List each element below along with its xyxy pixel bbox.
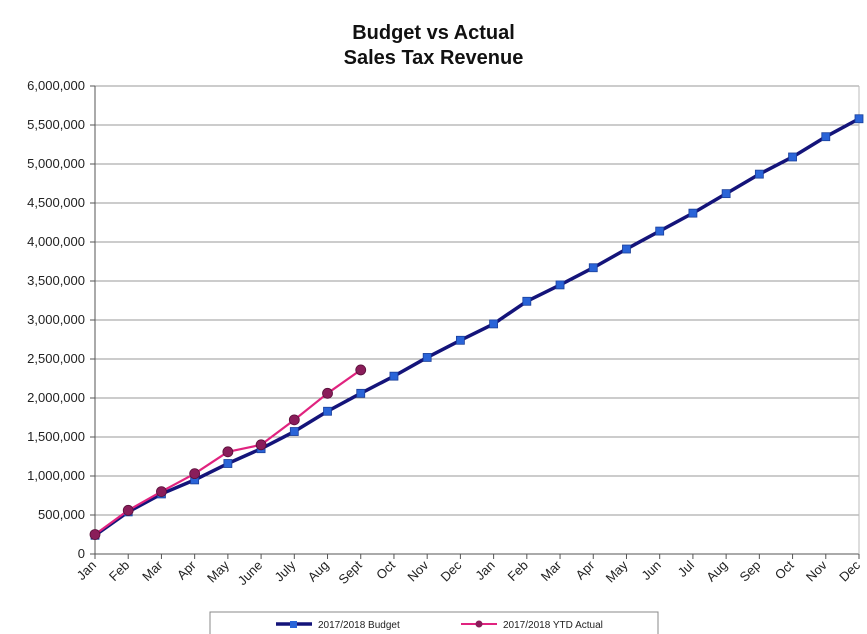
series-layer — [89, 114, 864, 540]
x-tick-label: July — [271, 557, 298, 584]
budget-point — [754, 169, 764, 179]
budget-point — [655, 226, 665, 236]
budget-point — [588, 263, 598, 273]
x-tick-label: Dec — [836, 557, 863, 584]
budget-point — [622, 244, 631, 254]
actual-point — [89, 529, 101, 540]
x-tick-label: Jan — [472, 558, 497, 583]
budget-point — [555, 280, 565, 290]
legend-label: 2017/2018 Budget — [318, 620, 400, 631]
x-tick-label: Apr — [174, 557, 199, 582]
budget-point — [522, 296, 532, 306]
x-tick-label: Nov — [803, 557, 830, 584]
y-tick-label: 4,000,000 — [27, 234, 85, 249]
legend: 2017/2018 Budget 2017/2018 YTD Actual — [209, 611, 659, 634]
x-tick-label: Oct — [373, 557, 398, 582]
legend-label: 2017/2018 YTD Actual — [503, 620, 603, 631]
y-tick-label: 0 — [78, 546, 85, 561]
legend-box — [209, 611, 659, 634]
y-tick-label: 6,000,000 — [27, 78, 85, 93]
budget-point — [489, 319, 499, 329]
budget-point — [788, 152, 797, 162]
y-tick-label: 5,000,000 — [27, 156, 85, 171]
actual-point — [255, 439, 267, 451]
legend-swatch-marker — [475, 620, 483, 628]
actual-point — [189, 468, 201, 480]
y-tick-label: 1,500,000 — [27, 429, 85, 444]
budget-point — [323, 406, 332, 416]
x-tick-label: Apr — [572, 557, 597, 582]
x-tick-label: Mar — [538, 557, 565, 584]
y-tick-label: 2,000,000 — [27, 390, 85, 405]
actual-point — [322, 387, 333, 399]
x-tick-label: Feb — [106, 558, 132, 584]
x-tick-label: May — [204, 557, 232, 585]
x-tick-label: Nov — [404, 557, 431, 584]
y-tick-label: 4,500,000 — [27, 195, 85, 210]
y-tick-label: 5,500,000 — [27, 117, 85, 132]
y-tick-label: 3,000,000 — [27, 312, 85, 327]
budget-point — [821, 132, 831, 142]
y-tick-label: 2,500,000 — [27, 351, 85, 366]
x-tick-label: May — [603, 557, 631, 585]
budget-point — [854, 114, 864, 124]
x-tick-label: Aug — [305, 558, 332, 585]
budget-point — [389, 371, 399, 381]
y-tick-label: 500,000 — [38, 507, 85, 522]
x-tick-label: Feb — [504, 558, 530, 584]
budget-point — [688, 208, 698, 218]
x-tick-label: Aug — [703, 558, 730, 585]
actual-point — [122, 504, 134, 516]
budget-point — [223, 459, 233, 468]
x-tick-label: Sept — [335, 557, 365, 587]
actual-point — [288, 414, 300, 426]
budget-point — [289, 427, 299, 436]
chart-title: Budget vs Actual — [352, 22, 515, 44]
x-tick-label: Oct — [772, 557, 797, 582]
budget-point — [455, 335, 465, 345]
x-tick-label: Dec — [438, 557, 465, 584]
chart-subtitle: Sales Tax Revenue — [343, 47, 524, 69]
actual-point — [355, 364, 367, 376]
x-tick-label: Mar — [139, 557, 166, 584]
x-tick-label: Jan — [74, 558, 99, 583]
axes: 0 500,000 1,000,000 1,500,000 2,000,000 2,500… — [27, 78, 863, 588]
x-tick-label: Jul — [675, 557, 697, 579]
x-tick-label: Jun — [638, 558, 663, 583]
actual-point — [222, 446, 234, 458]
budget-point — [356, 388, 366, 398]
budget-line — [93, 117, 860, 537]
actual-point — [156, 486, 167, 498]
y-tick-label: 3,500,000 — [27, 273, 85, 288]
budget-point — [422, 353, 432, 362]
y-tick-label: 1,000,000 — [27, 468, 85, 483]
legend-swatch-marker — [290, 621, 297, 628]
x-tick-label: June — [235, 558, 266, 589]
gridlines — [95, 85, 859, 516]
budget-point — [721, 189, 731, 199]
x-tick-label: Sep — [736, 558, 763, 585]
